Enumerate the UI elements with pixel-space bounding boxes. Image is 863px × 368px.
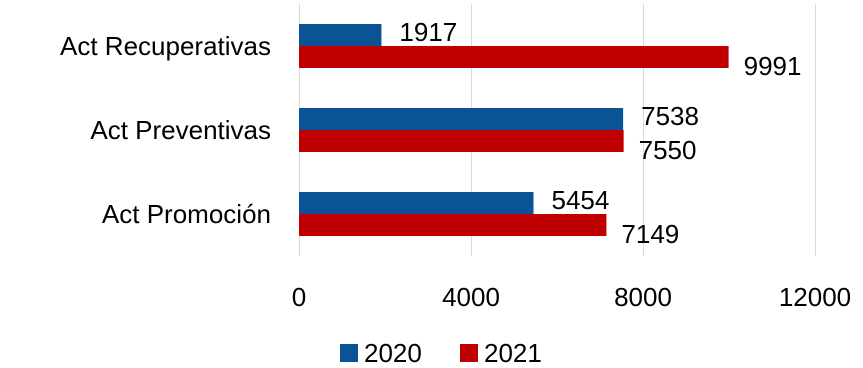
x-tick-label: 12000 [779,282,851,312]
category-labels: Act Recuperativas Act Preventivas Act Prom… [60,31,271,229]
bar-2021 [299,214,607,236]
bar-2020 [299,108,624,130]
category-label: Act Preventivas [90,115,271,145]
bars [299,24,729,236]
data-labels: 1917 9991 7538 7550 5454 7149 [399,17,801,249]
bar-2021 [299,46,729,68]
x-tick-label: 8000 [614,282,672,312]
category-label: Act Promoción [102,199,271,229]
bar-2021 [299,130,624,152]
data-label-2020: 1917 [399,17,457,47]
bar-2020 [299,192,534,214]
x-tick-label: 4000 [442,282,500,312]
legend-label-2021: 2021 [484,338,542,368]
data-label-2020: 7538 [641,101,699,131]
x-tick-labels: 0 4000 8000 12000 [292,282,851,312]
legend: 2020 2021 [340,338,542,368]
data-label-2021: 7550 [639,135,697,165]
data-label-2021: 7149 [621,219,679,249]
data-label-2020: 5454 [552,185,610,215]
data-label-2021: 9991 [744,51,802,81]
bar-2020 [299,24,382,46]
category-label: Act Recuperativas [60,31,271,61]
legend-swatch-2021 [460,344,478,362]
legend-label-2020: 2020 [364,338,422,368]
legend-swatch-2020 [340,344,358,362]
x-tick-label: 0 [292,282,306,312]
